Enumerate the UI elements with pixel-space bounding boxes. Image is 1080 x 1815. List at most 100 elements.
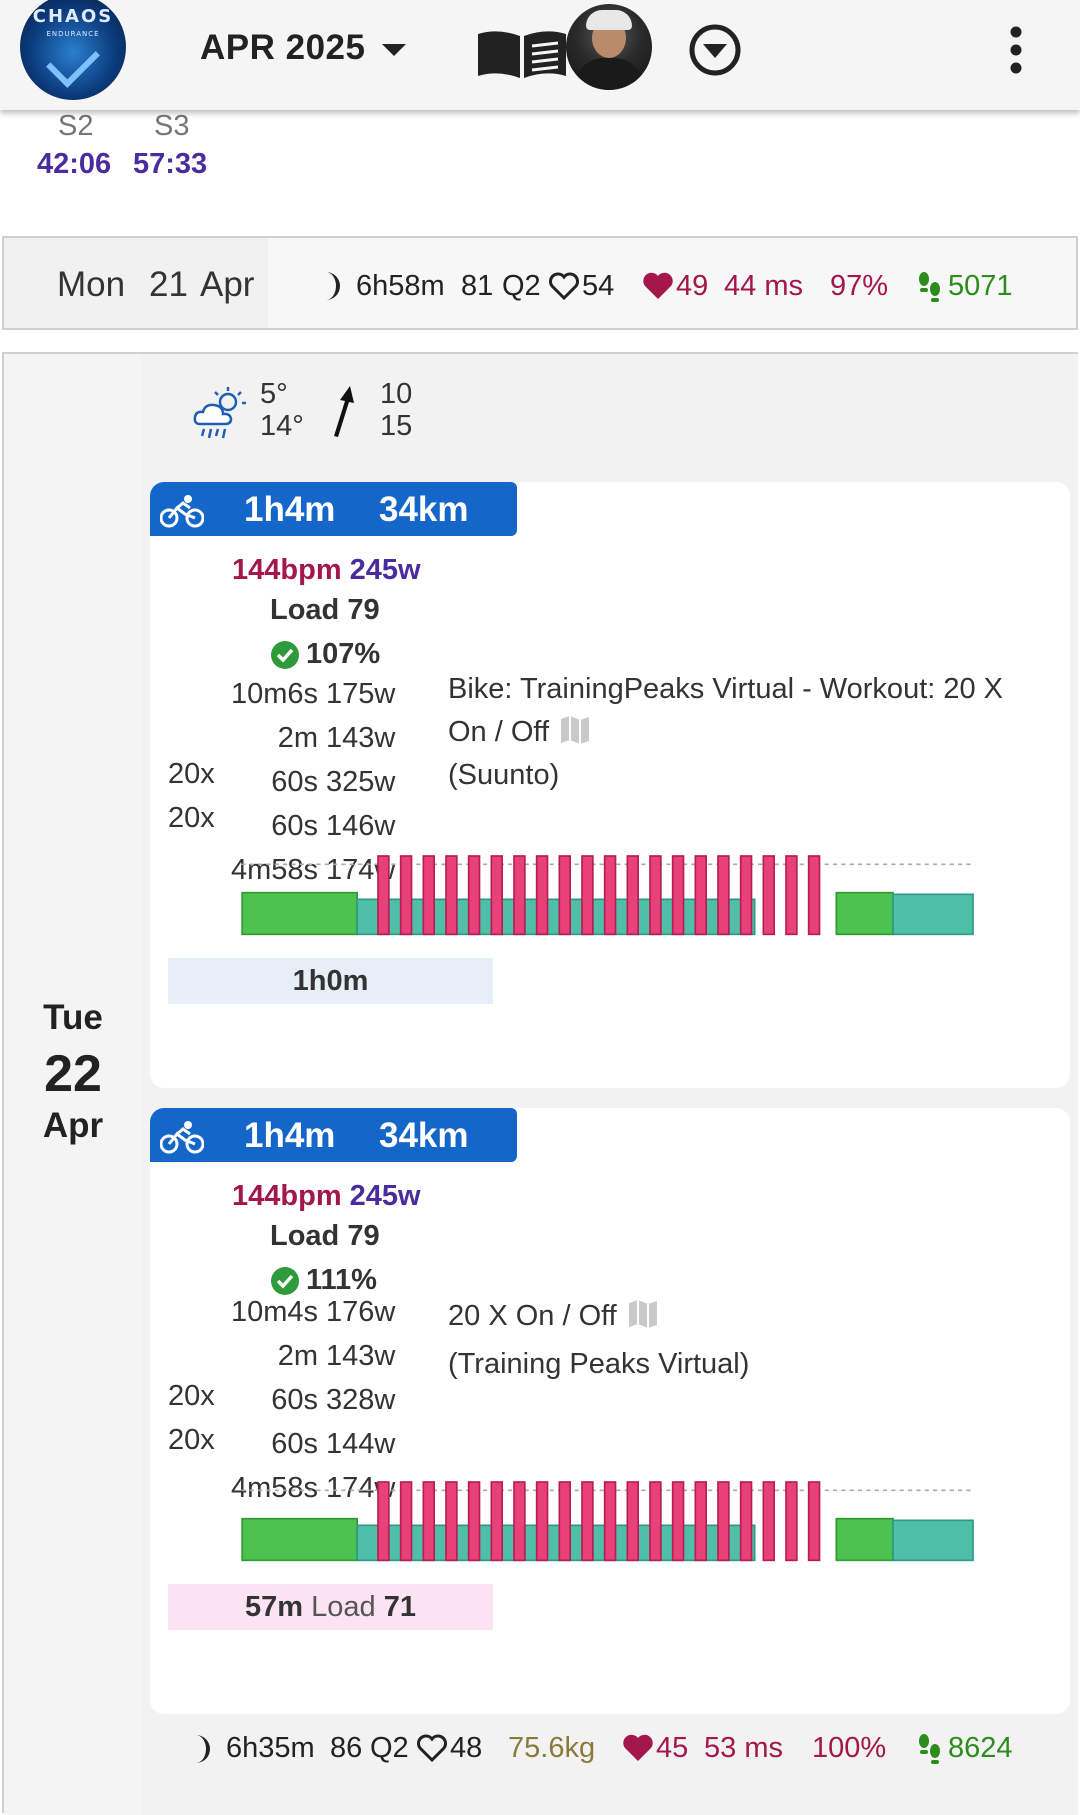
segment-reps: 20x <box>168 758 215 790</box>
chevron-down-icon[interactable] <box>382 44 406 56</box>
month-selector[interactable]: APR 2025 <box>200 28 366 67</box>
interval-bar <box>603 855 617 936</box>
book-icon[interactable] <box>474 28 570 80</box>
segment-power: 176w <box>326 1296 396 1328</box>
check-circle-icon <box>271 641 299 669</box>
day-row-tuesday: Tue 22 Apr 5° 14° 10 15 <box>2 352 1078 1815</box>
interval-bar <box>445 855 458 936</box>
day-date-monday[interactable]: Mon 21 Apr <box>4 238 268 328</box>
activity-distance: 34km <box>379 490 469 529</box>
hrv-heart-rate: 49 <box>676 270 709 302</box>
heart-outline-icon <box>549 272 579 300</box>
day-row-monday[interactable]: Mon 21 Apr 6h58m 81 Q2 54 49 44 ms 97% 5… <box>2 236 1078 330</box>
interval-bar <box>377 855 390 936</box>
footsteps-icon <box>919 1734 940 1764</box>
activity-distance: 34km <box>379 1116 469 1155</box>
dropdown-circle-icon[interactable] <box>688 23 742 77</box>
interval-bar <box>649 1481 662 1562</box>
interval-bar <box>399 855 413 936</box>
interval-bar <box>671 1481 685 1562</box>
activity-description[interactable]: Bike: TrainingPeaks Virtual - Workout: 2… <box>448 668 1058 797</box>
description-line: On / Off <box>448 716 550 748</box>
sleep-quality: Q2 <box>370 1732 409 1764</box>
interval-bar <box>445 1481 458 1562</box>
readiness-percent: 97% <box>830 270 889 302</box>
sleep-score: 86 <box>330 1732 363 1764</box>
interval-bar <box>717 855 730 936</box>
day-date-tuesday[interactable]: Tue 22 Apr <box>4 354 142 1815</box>
workout-profile-chart[interactable] <box>168 846 1048 946</box>
day-number: 22 <box>44 1045 102 1103</box>
summary-value-s3: 57:33 <box>133 148 208 180</box>
day-content-tuesday: 5° 14° 10 15 1h4m 34km 144bpm 245w <box>142 354 1078 1815</box>
interval-bar <box>422 1481 435 1562</box>
segment-power: 143w <box>326 1340 396 1372</box>
moving-time: 1h0m <box>292 965 369 997</box>
interval-bar <box>558 1481 572 1562</box>
resting-hr: 54 <box>582 270 615 302</box>
avatar-helmet <box>586 10 632 30</box>
interval-bar <box>717 1481 730 1562</box>
segment-time: 60s <box>271 766 318 798</box>
activity-header[interactable]: 1h4m 34km <box>150 482 517 536</box>
logo-chevron <box>46 34 100 88</box>
segment-time: 60s <box>271 810 318 842</box>
app-logo[interactable]: CHAOS ENDURANCE <box>20 0 126 100</box>
segment-time: 4m58s <box>230 854 318 886</box>
description-line-with-map: 20 X On / Off <box>448 1292 1058 1340</box>
wind-speed-low: 10 <box>380 378 413 410</box>
hrv-heart-rate: 45 <box>656 1732 689 1764</box>
logo-text: CHAOS <box>32 6 114 27</box>
sleep-quality: Q2 <box>502 270 541 302</box>
cooldown-tail <box>892 893 974 936</box>
activity-header[interactable]: 1h4m 34km <box>150 1108 517 1162</box>
month-label: Apr <box>42 1106 104 1145</box>
body-weight: 75.6kg <box>508 1732 596 1764</box>
interval-bar <box>581 855 594 936</box>
interval-bar <box>807 855 821 936</box>
hrv-ms: 44 ms <box>724 270 803 302</box>
bike-icon <box>160 495 204 528</box>
compliance-percent: 107% <box>306 638 381 670</box>
segment-power: 325w <box>326 766 396 798</box>
description-line: 20 X On / Off <box>448 1300 617 1332</box>
segment-power: 143w <box>326 722 396 754</box>
segment-power: 146w <box>326 810 396 842</box>
interval-bar <box>513 1481 526 1562</box>
avatar[interactable] <box>566 4 652 90</box>
avg-heart-rate: 144bpm <box>232 1180 342 1212</box>
segment-time: 10m6s <box>230 678 318 710</box>
interval-bar <box>626 1481 640 1562</box>
interval-bar <box>671 855 685 936</box>
interval-bar <box>581 1481 594 1562</box>
compliance-percent: 111% <box>306 1264 377 1296</box>
summary-label-s3: S3 <box>154 110 190 142</box>
avg-heart-rate: 144bpm <box>232 554 342 586</box>
moving-time: 57m <box>245 1591 304 1623</box>
workout-profile-chart[interactable] <box>168 1472 1048 1572</box>
step-count: 5071 <box>948 270 1013 302</box>
interval-bar <box>422 855 435 936</box>
interval-bar <box>467 1481 481 1562</box>
activity-card[interactable]: 1h4m 34km 144bpm 245w Load 79 111% 20x 2… <box>150 1108 1070 1714</box>
activity-footer: 1h0m <box>168 958 493 1004</box>
warmup-block <box>241 1517 358 1562</box>
activity-description[interactable]: 20 X On / Off (Training Peaks Virtual) <box>448 1292 1058 1388</box>
moon-icon <box>326 272 340 300</box>
training-load: Load 79 <box>270 1220 380 1252</box>
map-icon[interactable] <box>559 715 591 745</box>
cooldown-block <box>835 1517 894 1562</box>
map-icon[interactable] <box>627 1299 659 1329</box>
heart-outline-icon <box>417 1734 447 1762</box>
step-count: 8624 <box>948 1732 1013 1764</box>
segment-reps: 20x <box>168 1424 215 1456</box>
more-vert-icon[interactable] <box>1004 26 1028 74</box>
interval-bar <box>513 855 526 936</box>
check-circle-icon <box>271 1267 299 1295</box>
cloud-rain-sun-icon <box>193 387 246 439</box>
activity-duration: 1h4m <box>244 490 336 529</box>
activity-duration: 1h4m <box>244 1116 336 1155</box>
activity-card[interactable]: 1h4m 34km 144bpm 245w Load 79 107% 20x 2… <box>150 482 1070 1088</box>
interval-bar <box>377 1481 390 1562</box>
logo-subtext: ENDURANCE <box>46 30 100 38</box>
